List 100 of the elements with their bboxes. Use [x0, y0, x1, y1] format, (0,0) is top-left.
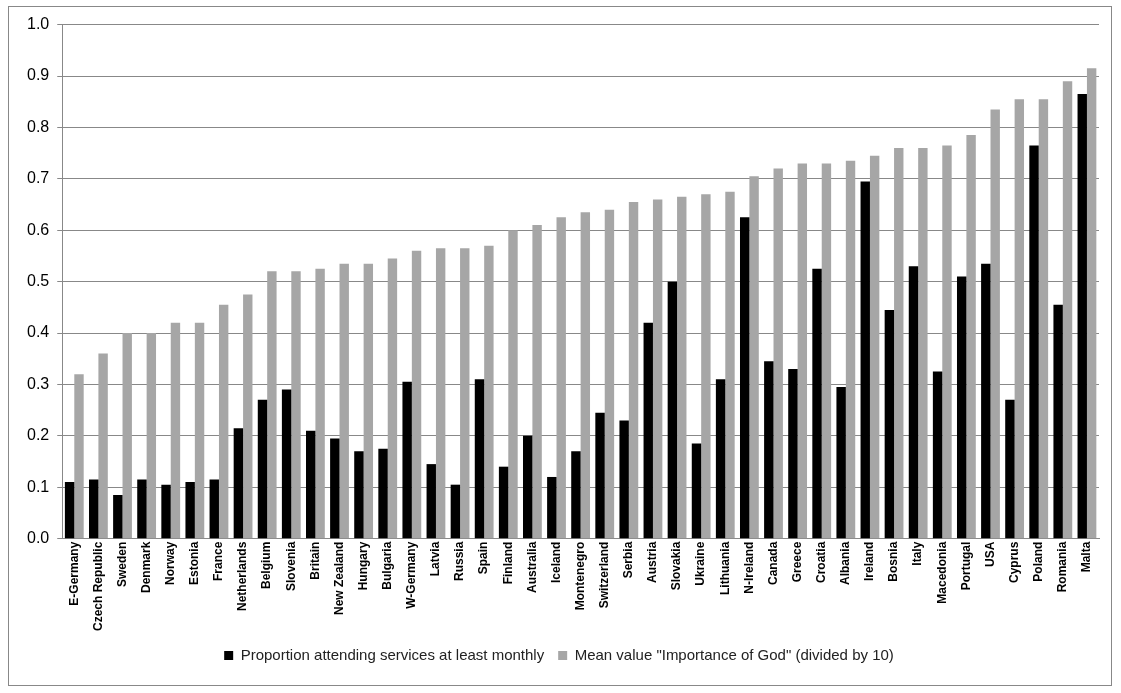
bar: [387, 258, 398, 539]
x-tick-label: Malta: [1079, 541, 1094, 573]
bar: [1086, 68, 1097, 539]
bar: [749, 176, 759, 539]
bar: [474, 379, 485, 539]
bar: [484, 245, 494, 539]
bar: [146, 333, 157, 539]
bar: [411, 250, 422, 539]
bar: [812, 268, 822, 539]
y-tick-label: 0.6: [26, 220, 50, 238]
x-tick-label: Norway: [163, 541, 178, 586]
x-tick-label: Latvia: [428, 541, 443, 577]
x-tick-label: Czech Republic: [90, 541, 105, 632]
bar: [532, 225, 542, 539]
y-tick-label: 0.7: [26, 169, 50, 187]
bar: [64, 482, 75, 539]
bar: [330, 438, 340, 539]
bar: [1038, 99, 1049, 539]
x-tick-label: Canada: [765, 541, 780, 586]
bar: [306, 430, 316, 539]
bar: [860, 181, 870, 539]
bar: [580, 212, 591, 539]
x-tick-label: France: [211, 541, 226, 582]
bar: [498, 466, 509, 539]
bar: [170, 322, 181, 539]
legend-label: Mean value "Importance of God" (divided by 10): [574, 645, 894, 663]
x-tick-label: E-Germany: [66, 541, 81, 606]
bar: [966, 135, 976, 539]
x-tick-label: Croatia: [814, 541, 829, 583]
bar: [435, 248, 446, 539]
bar: [89, 479, 99, 539]
bar: [619, 420, 629, 539]
x-tick-label: Finland: [500, 541, 515, 585]
x-tick-label: New Zealand: [331, 541, 346, 616]
bar: [194, 322, 205, 539]
x-tick-label: Macedonia: [934, 541, 949, 604]
bar: [291, 271, 301, 539]
bar: [243, 294, 253, 539]
x-tick-label: USA: [982, 541, 997, 567]
y-tick-label: 0.8: [26, 117, 50, 135]
bar: [508, 230, 518, 539]
bar: [98, 353, 108, 539]
bar: [1029, 145, 1039, 539]
x-tick-label: Montenegro: [572, 541, 587, 611]
bar: [1077, 94, 1087, 539]
bar: [74, 374, 84, 539]
bar: [185, 482, 195, 539]
bar: [932, 371, 943, 539]
x-tick-label: Switzerland: [597, 541, 612, 609]
x-tick-label: Bulgaria: [380, 541, 395, 590]
bar: [628, 201, 639, 539]
bar: [894, 147, 904, 539]
bar: [643, 322, 653, 539]
bar: [426, 464, 436, 539]
bar: [233, 428, 244, 539]
bar: [1062, 81, 1073, 539]
bar: [547, 476, 557, 539]
x-tick-label: Hungary: [355, 541, 370, 591]
bar: [701, 194, 711, 539]
bar: [725, 191, 735, 539]
x-tick-label: Estonia: [187, 541, 202, 585]
x-tick-label: Serbia: [621, 541, 636, 579]
bar: [797, 163, 808, 539]
bar: [869, 155, 880, 539]
bar: [981, 263, 991, 539]
bar: [739, 217, 750, 539]
bar: [1053, 304, 1063, 539]
x-tick-label: Slovenia: [283, 541, 298, 592]
bar: [363, 263, 374, 539]
x-tick-label: Denmark: [138, 541, 153, 594]
bar: [836, 387, 846, 539]
bar: [990, 109, 1000, 539]
bar: [956, 276, 967, 539]
bar: [315, 268, 325, 539]
x-tick-label: Spain: [476, 541, 491, 575]
x-tick-label: Poland: [1031, 541, 1046, 582]
bar: [122, 333, 132, 539]
bar: [378, 448, 388, 539]
y-tick-label: 0.2: [26, 426, 50, 444]
bar: [523, 435, 533, 539]
bar: [1005, 399, 1015, 539]
y-tick-label: 0.4: [26, 323, 50, 341]
x-tick-label: Ukraine: [693, 541, 708, 586]
bar: [267, 271, 277, 539]
x-tick-label: Ireland: [862, 541, 877, 582]
x-tick-label: W-Germany: [404, 541, 419, 609]
x-tick-label: Netherlands: [235, 541, 250, 612]
bar: [218, 304, 229, 539]
x-tick-label: Britain: [307, 541, 322, 580]
bar: [450, 484, 461, 539]
x-tick-label: Italy: [910, 541, 925, 566]
bar: [788, 369, 798, 539]
bar: [571, 451, 581, 539]
x-tick-label: Russia: [452, 541, 467, 582]
x-tick-label: Slovakia: [669, 541, 684, 591]
bar: [1014, 99, 1025, 539]
x-tick-label: N-Ireland: [741, 541, 756, 594]
x-tick-label: Cyprus: [1006, 541, 1021, 583]
bar: [402, 381, 412, 539]
bar: [604, 209, 615, 539]
